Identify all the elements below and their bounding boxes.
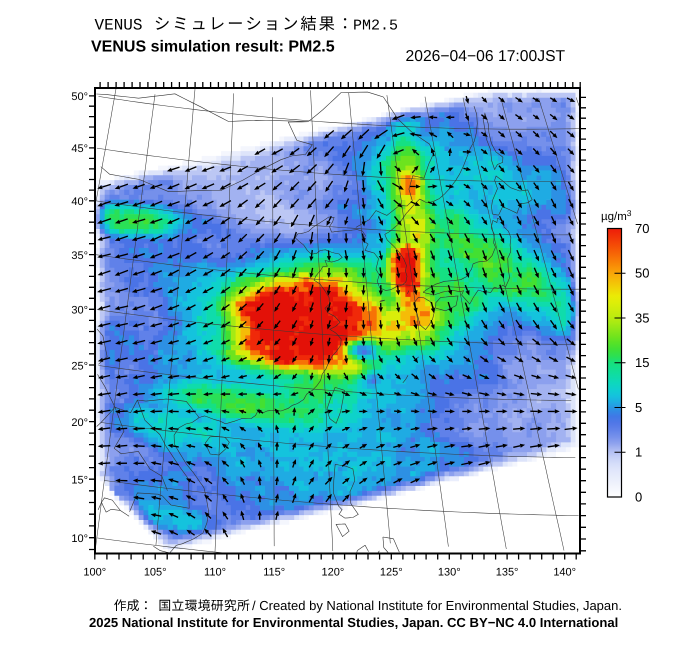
- svg-text:50°: 50°: [71, 91, 88, 103]
- svg-text:110°: 110°: [204, 567, 226, 579]
- svg-text:20°: 20°: [71, 417, 88, 429]
- svg-text:50: 50: [635, 266, 649, 281]
- svg-text:120°: 120°: [322, 567, 345, 579]
- svg-text:VENUS simulation result: PM2.5: VENUS simulation result: PM2.5: [91, 39, 335, 56]
- svg-text:125°: 125°: [380, 567, 403, 579]
- svg-text:135°: 135°: [496, 567, 519, 579]
- svg-text:35°: 35°: [71, 250, 88, 262]
- svg-text:15: 15: [635, 355, 649, 370]
- svg-text:30°: 30°: [71, 305, 88, 317]
- svg-text:35: 35: [635, 310, 649, 325]
- svg-text:70: 70: [635, 221, 649, 236]
- svg-text:105°: 105°: [144, 567, 167, 579]
- svg-text:VENUS: VENUS: [95, 16, 143, 34]
- svg-text:40°: 40°: [71, 196, 88, 208]
- svg-text:0: 0: [635, 489, 642, 504]
- svg-text:45°: 45°: [71, 143, 88, 155]
- svg-text:2025 National Institute for En: 2025 National Institute for Environmenta…: [89, 615, 618, 630]
- svg-text:25°: 25°: [71, 360, 88, 372]
- svg-text:100°: 100°: [83, 567, 106, 579]
- svg-text:15°: 15°: [71, 475, 88, 487]
- svg-text:115°: 115°: [263, 567, 285, 579]
- svg-text:5: 5: [635, 400, 642, 415]
- svg-text:PM2.5: PM2.5: [353, 17, 398, 34]
- svg-text:µg/m3: µg/m3: [601, 208, 632, 223]
- svg-text:140°: 140°: [553, 567, 576, 579]
- svg-text:/ Created by National Institut: / Created by National Institute for Envi…: [252, 598, 622, 613]
- svg-text:1: 1: [635, 445, 642, 460]
- svg-text:10°: 10°: [71, 533, 88, 545]
- svg-text:130°: 130°: [438, 567, 461, 579]
- svg-text:2026−04−06 17:00JST: 2026−04−06 17:00JST: [406, 48, 566, 65]
